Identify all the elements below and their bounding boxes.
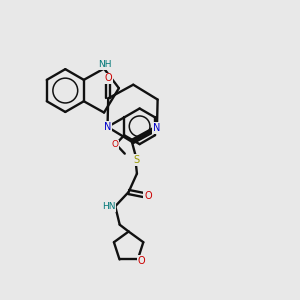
Text: HN: HN xyxy=(102,202,116,211)
Text: O: O xyxy=(144,191,152,202)
Text: O: O xyxy=(137,256,145,266)
Text: O: O xyxy=(104,74,112,83)
Text: S: S xyxy=(134,155,140,165)
Text: N: N xyxy=(153,123,161,133)
Text: NH: NH xyxy=(98,60,112,69)
Text: N: N xyxy=(104,122,111,132)
Text: O: O xyxy=(111,140,118,149)
